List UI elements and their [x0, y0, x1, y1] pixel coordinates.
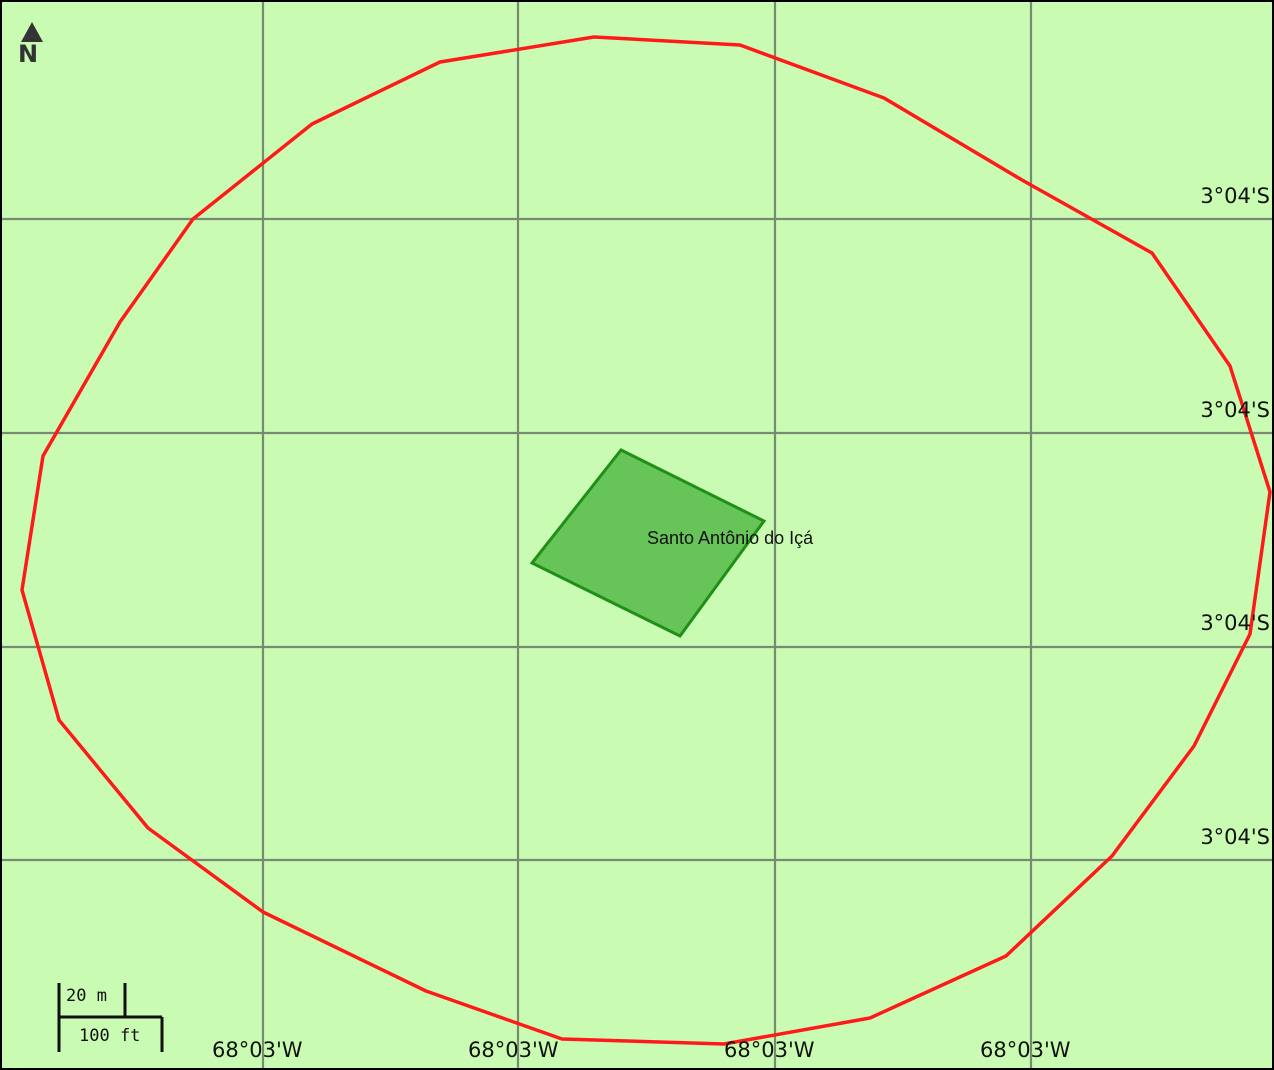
longitude-label: 68°03'W [724, 1038, 815, 1062]
scale-metric-label: 20 m [66, 986, 107, 1006]
north-label: N [18, 40, 39, 68]
scale-bar-lines [57, 983, 164, 1052]
scale-imperial-label: 100 ft [79, 1026, 141, 1046]
boundary-outline[interactable] [20, 35, 1272, 1046]
longitude-label: 68°03'W [980, 1038, 1071, 1062]
latitude-label: 3°04'S [1200, 825, 1270, 849]
north-arrow: N [18, 22, 46, 74]
place-label[interactable]: Santo Antônio do Içá [647, 528, 814, 548]
latitude-label: 3°04'S [1200, 398, 1270, 422]
longitude-label: 68°03'W [468, 1038, 559, 1062]
north-arrow-icon [21, 22, 43, 42]
latitude-label: 3°04'S [1200, 184, 1270, 208]
latitude-label: 3°04'S [1200, 611, 1270, 635]
urban-area-polygon[interactable] [529, 448, 767, 638]
longitude-label: 68°03'W [212, 1038, 303, 1062]
